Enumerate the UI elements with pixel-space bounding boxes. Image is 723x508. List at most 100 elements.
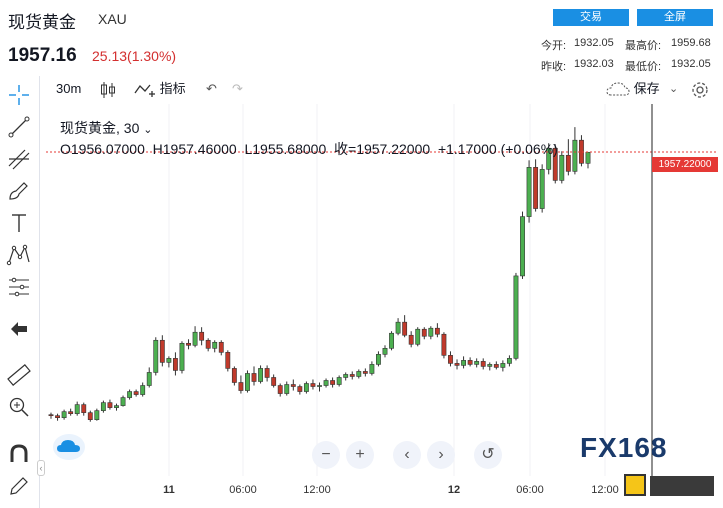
text-tool-icon[interactable]	[6, 210, 32, 236]
candle-body	[402, 321, 408, 336]
candle-body	[179, 342, 185, 371]
candle-body	[127, 391, 133, 398]
pattern-icon[interactable]	[6, 242, 32, 268]
candle-body	[336, 377, 342, 385]
open-label: 今开:	[541, 40, 567, 52]
candle-body	[199, 331, 205, 341]
prev-close-label: 昨收:	[541, 61, 567, 73]
current-price: 1957.16	[8, 45, 77, 66]
candle-body	[421, 328, 427, 337]
undo-icon[interactable]: ↶	[206, 81, 217, 96]
candle-body	[323, 380, 329, 386]
candle-body	[225, 352, 231, 369]
candle-body	[94, 410, 100, 420]
pencil-lock-icon[interactable]	[6, 474, 32, 500]
open-value: 1932.05	[574, 37, 614, 49]
save-button[interactable]: 保存	[606, 76, 660, 102]
zoom-out-button[interactable]: −	[312, 441, 340, 469]
zoom-in-icon[interactable]	[6, 394, 32, 420]
settings-gear-icon[interactable]	[691, 76, 709, 102]
save-label: 保存	[633, 81, 660, 96]
candle-body	[349, 374, 355, 377]
candle-body	[231, 368, 237, 383]
candle-body	[290, 384, 296, 387]
candle-body	[362, 371, 368, 374]
candle-body	[212, 341, 218, 349]
x-tick-label: 11	[163, 484, 175, 496]
sina-sound-logo-icon	[650, 476, 714, 496]
fx168-watermark: FX168	[580, 432, 668, 464]
cloud-logo-icon	[53, 434, 85, 460]
crosshair-icon[interactable]	[6, 82, 32, 108]
candle-body	[310, 383, 316, 387]
candle-body	[100, 402, 106, 411]
candle-body	[415, 328, 421, 345]
price-change: 25.13(1.30%)	[92, 48, 177, 64]
candle-body	[382, 348, 388, 355]
candle-body	[493, 364, 499, 368]
candle-body	[480, 361, 486, 367]
indicators-icon	[134, 84, 155, 97]
candle-body	[467, 360, 473, 365]
indicators-button[interactable]: 指标	[134, 76, 186, 102]
candle-body	[264, 368, 270, 378]
ruler-icon[interactable]	[6, 362, 32, 388]
candle-body	[61, 411, 67, 418]
candle-body	[376, 354, 381, 365]
x-tick-label: 12:00	[591, 484, 619, 496]
brush-icon[interactable]	[6, 178, 32, 204]
candle-body	[74, 404, 80, 414]
candle-body	[559, 154, 565, 181]
candle-body	[317, 385, 322, 387]
candle-body	[572, 139, 578, 172]
interval-selector[interactable]: 30m	[56, 81, 82, 96]
candle-body	[500, 363, 506, 368]
candle-body	[506, 358, 512, 364]
candle-body	[153, 339, 159, 373]
magnet-icon[interactable]	[6, 442, 32, 468]
candlestick-chart[interactable]: 11 06:00 12:00 12 06:00 12:00	[46, 104, 718, 508]
candle-body	[461, 360, 467, 366]
candle-body	[297, 386, 303, 392]
low-label: 最低价:	[625, 61, 662, 73]
candle-body	[343, 374, 349, 378]
candle-body	[533, 167, 539, 209]
trade-button[interactable]: 交易	[553, 9, 629, 26]
zoom-in-button[interactable]: +	[346, 441, 374, 469]
parallel-channel-icon[interactable]	[6, 146, 32, 172]
candle-body	[218, 341, 224, 353]
save-menu-chevron-icon[interactable]: ⌄	[669, 83, 679, 95]
candle-body	[81, 404, 87, 413]
indicators-label: 指标	[159, 81, 186, 96]
candle-body	[140, 385, 146, 395]
scroll-right-button[interactable]: ›	[427, 441, 455, 469]
trend-line-icon[interactable]	[6, 114, 32, 140]
legend-chevron-icon[interactable]: ⌄	[143, 124, 153, 136]
redo-icon[interactable]: ↷	[232, 81, 243, 96]
watermark-text: FX168	[580, 432, 668, 463]
candle-body	[356, 371, 362, 377]
candle-body	[487, 364, 493, 367]
candle-body	[539, 169, 545, 209]
back-arrow-icon[interactable]	[6, 316, 32, 342]
reset-chart-button[interactable]: ↺	[474, 441, 502, 469]
candle-type-icon[interactable]	[100, 76, 116, 102]
scroll-left-button[interactable]: ‹	[393, 441, 421, 469]
instrument-symbol: XAU	[98, 11, 127, 27]
high-value: 1959.68	[671, 37, 711, 49]
candle-body	[513, 275, 519, 359]
candle-body	[271, 377, 277, 386]
fullscreen-button[interactable]: 全屏	[637, 9, 713, 26]
collapse-toolbar-chevron-icon[interactable]: ‹	[37, 460, 45, 476]
candle-body	[585, 151, 591, 164]
candle-body	[454, 363, 460, 366]
legend-series-name: 现货黄金, 30	[60, 120, 140, 136]
candle-body	[330, 380, 336, 385]
candle-body	[245, 373, 250, 391]
candle-body	[441, 333, 447, 356]
candle-body	[369, 364, 375, 374]
fib-levels-icon[interactable]	[6, 274, 32, 300]
candle-body	[186, 342, 191, 346]
candle-body	[520, 216, 525, 277]
cloud-icon	[606, 82, 630, 96]
